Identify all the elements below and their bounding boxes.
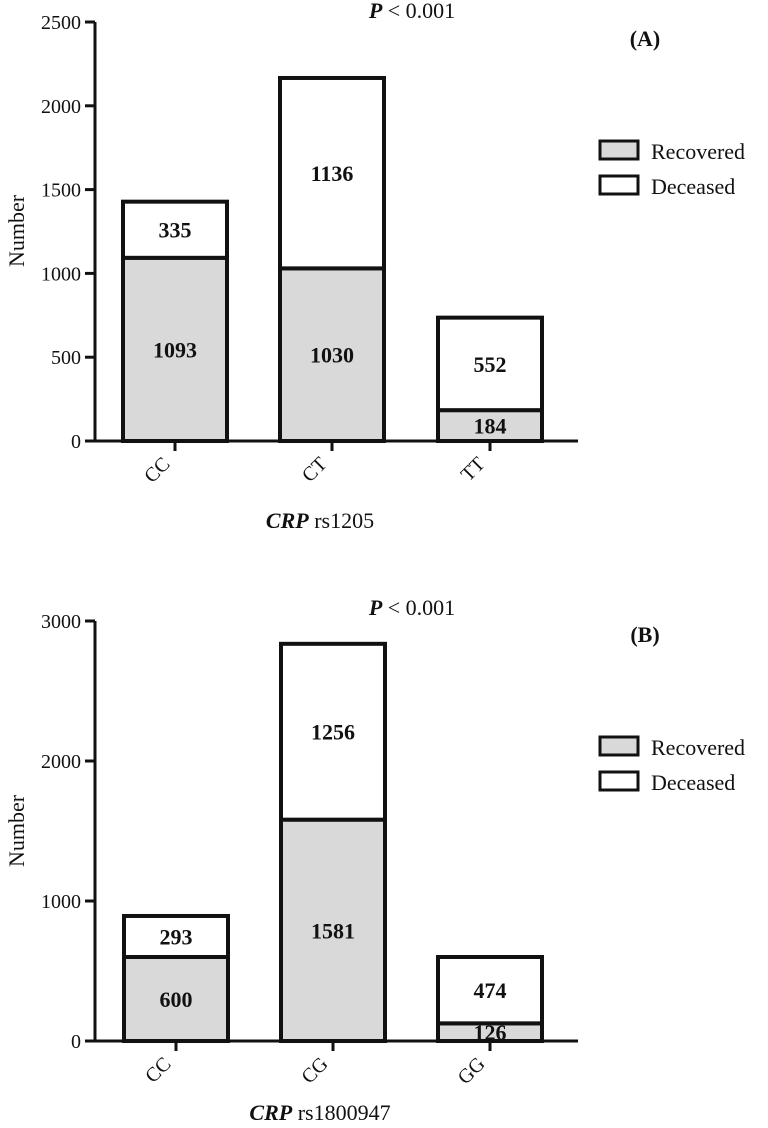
y-tick-label: 3000 [41,611,81,633]
legend-label-deceased: Deceased [651,770,735,795]
y-axis-title: Number [4,794,29,867]
x-tick-label: CC [141,1053,175,1087]
bar-value-label: 184 [474,414,507,439]
p-value-annotation: P < 0.001 [368,0,455,23]
y-tick-label: 2000 [41,751,81,773]
legend-swatch-recovered [598,735,640,757]
legend-label-deceased: Deceased [651,174,735,199]
bar-deceased-cg [279,641,387,822]
y-axis-title: Number [4,194,29,267]
x-tick-label: GG [454,1053,490,1089]
y-tick-label: 1000 [41,263,81,285]
panel-label: (B) [630,622,659,647]
x-tick-label: CT [298,453,332,487]
y-tick-label: 0 [71,431,81,453]
legend-swatch-recovered [598,139,640,161]
bar-deceased-cc [122,913,230,959]
bar-value-label: 1093 [153,337,197,362]
bar-recovered-cg [279,817,387,1043]
bar-deceased-ct [278,75,386,271]
bar-recovered-cc [121,255,229,443]
y-tick-label: 0 [71,1031,81,1053]
legend-swatch-deceased [598,770,640,792]
legend: Recovered Deceased [598,735,745,795]
bar-value-label: 293 [160,924,193,949]
y-tick-label: 500 [51,347,81,369]
y-tick-label: 2500 [41,12,81,34]
bar-deceased-gg [436,955,544,1026]
bar-value-label: 1256 [311,720,355,745]
legend: Recovered Deceased [598,139,745,199]
bar-value-label: 1030 [310,343,354,368]
bar-value-label: 552 [474,352,507,377]
chart-panel-2: 0100020003000600293CC15811256CG126474GGN… [4,595,745,1125]
x-axis-title: CRP rs1800947 [249,1100,390,1125]
panel-label: (A) [630,26,661,51]
legend-label-recovered: Recovered [651,139,745,164]
y-tick-label: 2000 [41,96,81,118]
x-tick-label: CC [140,453,174,487]
bar-value-label: 335 [159,218,192,243]
x-axis-title: CRP rs1205 [266,508,374,533]
p-value-annotation: P < 0.001 [368,595,455,620]
x-tick-label: CG [297,1053,332,1088]
bar-value-label: 1581 [311,918,355,943]
bar-value-label: 1136 [311,161,354,186]
legend-label-recovered: Recovered [651,735,745,760]
x-tick-label: TT [457,453,490,486]
chart-panel-1: 0 500 1000 1500 2000 2500 1093 335 CC 1030 1136 CT 1… [4,0,745,533]
y-tick-label: 1000 [41,891,81,913]
bar-recovered-tt [436,408,544,443]
bar-value-label: 474 [474,978,507,1003]
legend-swatch-deceased [598,174,640,196]
bar-value-label: 600 [160,987,193,1012]
y-tick-label: 1500 [41,180,81,202]
bar-deceased-tt [436,315,544,413]
bar-deceased-cc [121,199,229,260]
